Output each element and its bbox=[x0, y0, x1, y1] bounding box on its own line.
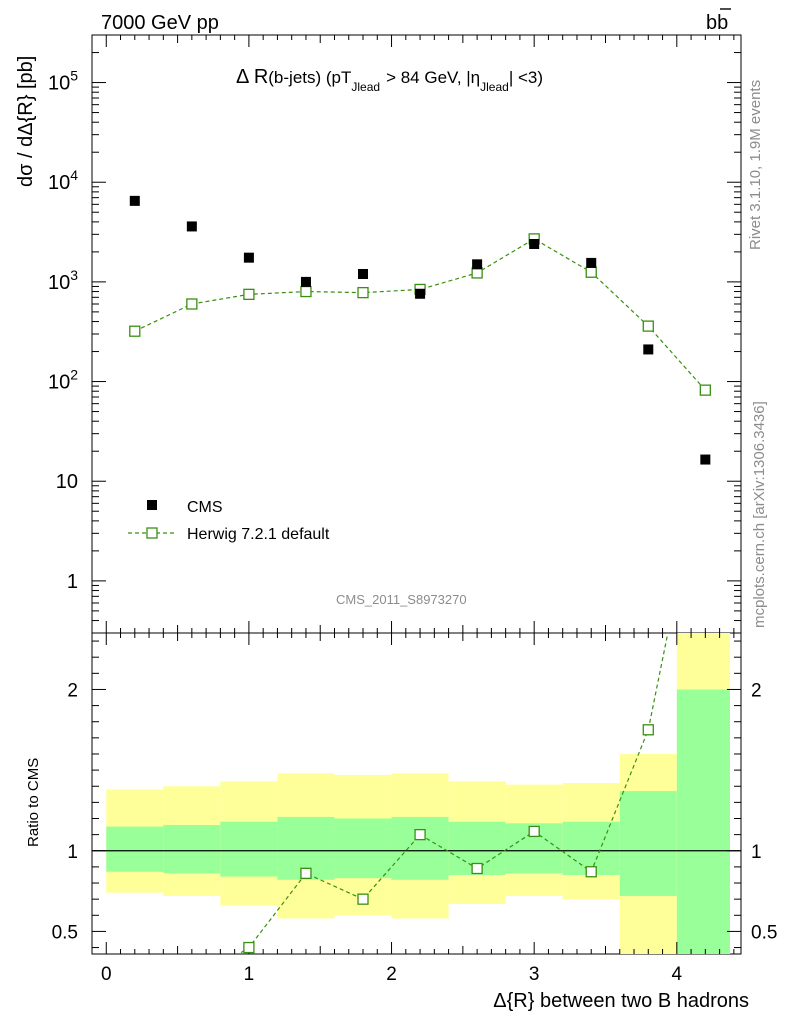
analysis-watermark: CMS_2011_S8973270 bbox=[336, 592, 467, 607]
title-sub-lead2: Jlead bbox=[480, 80, 509, 94]
x-tick-label: 4 bbox=[672, 964, 683, 985]
ratio-point bbox=[357, 893, 369, 905]
cms-point bbox=[472, 259, 483, 270]
y-tick-label: 104 bbox=[48, 167, 78, 194]
cms-point bbox=[243, 252, 254, 263]
herwig-point bbox=[699, 384, 711, 396]
header-beam-label: 7000 GeV pp bbox=[101, 12, 219, 34]
herwig-point bbox=[243, 288, 255, 300]
herwig-line bbox=[134, 238, 706, 391]
herwig-point bbox=[585, 266, 597, 278]
mcplots-label: mcplots.cern.ch [arXiv:1306.3436] bbox=[751, 401, 768, 628]
herwig-point bbox=[186, 298, 198, 310]
cms-point bbox=[700, 454, 711, 465]
title-tail: | <3) bbox=[509, 68, 543, 87]
title-main: Δ R bbox=[236, 66, 268, 88]
ratio-stat-band bbox=[676, 689, 730, 954]
cms-series bbox=[129, 195, 711, 465]
x-tick-label: 2 bbox=[386, 964, 397, 985]
ratio-stat-band bbox=[220, 821, 278, 877]
cms-point bbox=[415, 288, 426, 299]
title-gt: > 84 GeV, |η bbox=[386, 68, 480, 87]
legend-herwig-marker bbox=[146, 527, 158, 539]
cms-point bbox=[186, 221, 197, 232]
legend-cms-label: CMS bbox=[187, 499, 223, 516]
ratio-point bbox=[300, 867, 312, 879]
cms-point bbox=[643, 344, 654, 355]
cms-point bbox=[529, 238, 540, 249]
header-process-b: b bbox=[706, 12, 717, 34]
ratio-stat-band bbox=[391, 816, 449, 880]
ratio-point bbox=[528, 825, 540, 838]
ratio-line bbox=[237, 633, 669, 954]
ratio-stat-band bbox=[334, 818, 392, 879]
herwig-point bbox=[357, 286, 369, 299]
ratio-point bbox=[471, 862, 483, 875]
ratio-tick-label-right: 0.5 bbox=[751, 922, 777, 943]
ratio-point bbox=[414, 828, 426, 841]
x-tick-label: 3 bbox=[529, 964, 540, 985]
title-sub-lead1: Jlead bbox=[351, 80, 380, 94]
title-sub: (b-jets) (pT bbox=[268, 68, 351, 87]
ratio-y-axis-label: Ratio to CMS bbox=[25, 758, 42, 847]
legend-cms-marker bbox=[147, 500, 157, 510]
ratio-tick-label: 0.5 bbox=[52, 922, 78, 943]
herwig-point bbox=[471, 267, 483, 279]
x-tick-label: 0 bbox=[101, 964, 112, 985]
y-tick-label: 1 bbox=[67, 571, 78, 593]
ratio-tick-label-right: 2 bbox=[751, 680, 762, 701]
rivet-label: Rivet 3.1.10, 1.9M events bbox=[747, 80, 764, 250]
plot-title: Δ R(b-jets) (pTJlead > 84 GeV, |ηJlead| <… bbox=[236, 66, 543, 94]
ratio-point bbox=[585, 866, 597, 878]
herwig-series bbox=[129, 233, 711, 396]
header-process-bbar: b bbox=[717, 12, 728, 34]
cms-point bbox=[300, 276, 311, 287]
ratio-tick-label: 1 bbox=[67, 842, 78, 863]
ratio-tick-label: 2 bbox=[67, 680, 78, 701]
ratio-bands bbox=[106, 633, 730, 954]
y-tick-label: 103 bbox=[48, 267, 78, 294]
cms-point bbox=[586, 257, 597, 268]
ratio-point bbox=[243, 941, 255, 954]
x-tick-label: 1 bbox=[244, 964, 255, 985]
ratio-stat-band bbox=[619, 791, 677, 896]
y-axis-label: dσ / dΔ{R} [pb] bbox=[15, 56, 37, 187]
cms-point bbox=[129, 195, 140, 206]
ratio-frame bbox=[91, 632, 742, 955]
ratio-stat-band bbox=[106, 826, 164, 872]
herwig-point bbox=[129, 325, 141, 337]
main-frame bbox=[91, 34, 742, 634]
x-axis-label: Δ{R} between two B hadrons bbox=[493, 990, 749, 1012]
herwig-point bbox=[300, 285, 312, 298]
ratio-tick-label-right: 1 bbox=[751, 842, 762, 863]
ratio-point bbox=[642, 724, 654, 736]
y-tick-label: 102 bbox=[48, 367, 78, 394]
cms-point bbox=[358, 268, 369, 279]
herwig-point bbox=[642, 320, 654, 332]
header-process-label: bb bbox=[706, 12, 728, 34]
ratio-stat-band bbox=[163, 824, 221, 874]
axis-ticks: 0 1 2 3 4 1 10 102 103 104 105 0.5 0.5 1 1 2 2 bbox=[48, 34, 777, 985]
ratio-series bbox=[237, 633, 669, 954]
y-tick-label: 105 bbox=[48, 68, 78, 95]
y-tick-label: 10 bbox=[56, 471, 78, 493]
legend-herwig-label: Herwig 7.2.1 default bbox=[187, 526, 330, 543]
